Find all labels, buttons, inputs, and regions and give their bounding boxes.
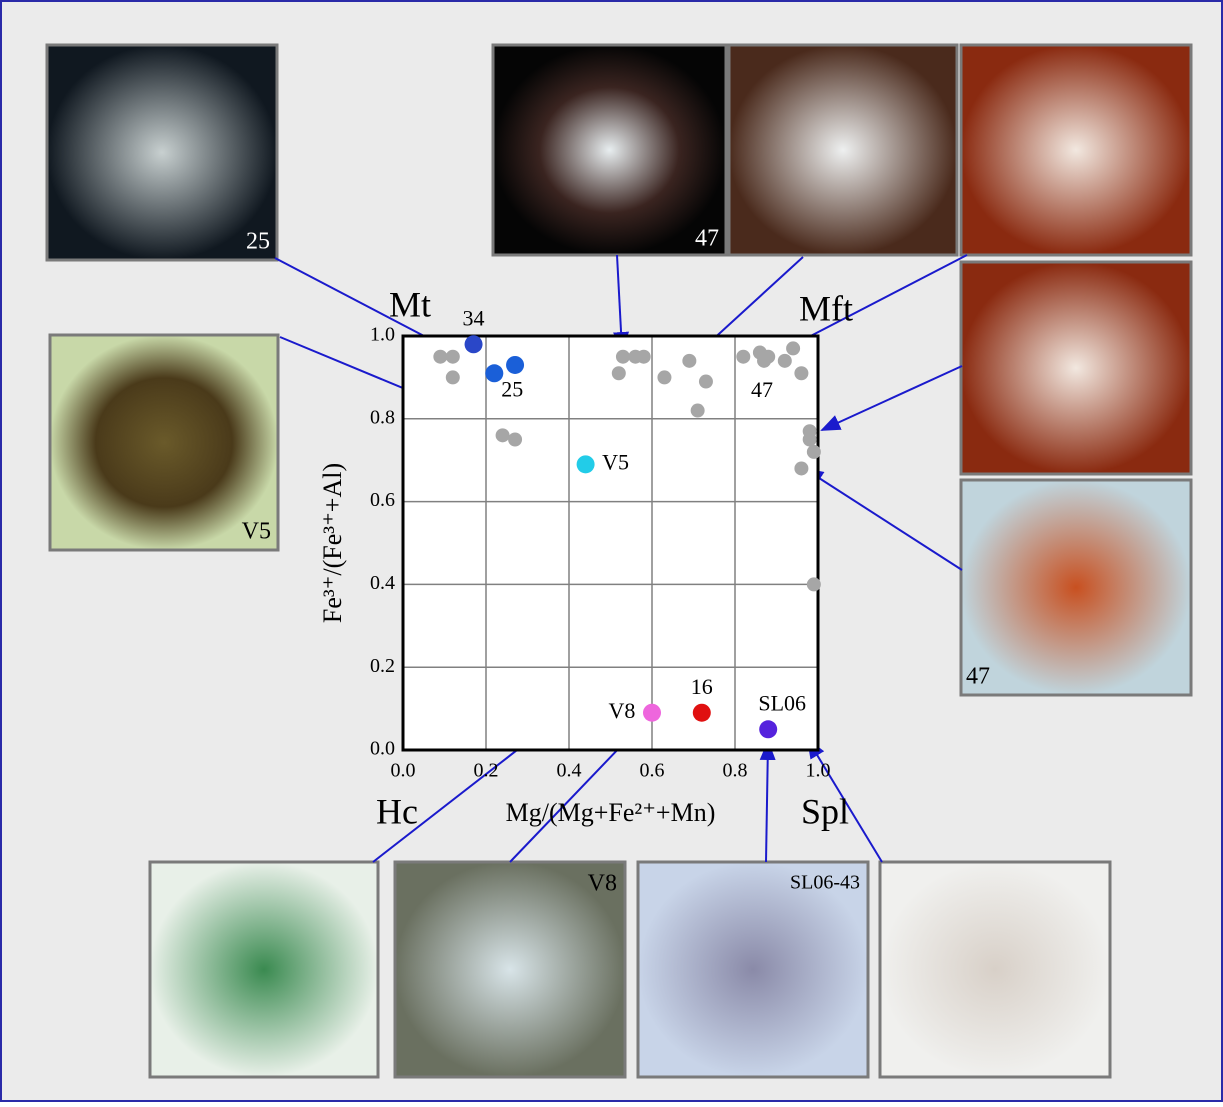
arrow — [803, 467, 963, 571]
y-tick-label: 0.0 — [370, 738, 395, 760]
corner-label: Mft — [799, 288, 853, 328]
arrow — [806, 738, 883, 863]
point — [736, 349, 751, 364]
corner-label: Spl — [801, 791, 849, 831]
photo-label: 47 — [695, 226, 719, 252]
arrow — [759, 740, 776, 863]
photo — [878, 860, 1112, 1079]
photo — [491, 43, 728, 257]
point — [433, 349, 448, 364]
corner-label: Hc — [376, 791, 418, 831]
photo — [727, 43, 959, 257]
point — [759, 720, 778, 739]
point — [643, 703, 661, 722]
arrow — [820, 365, 963, 431]
point — [508, 432, 523, 447]
photo — [48, 333, 280, 552]
point-label: SL06 — [758, 690, 806, 715]
photo — [393, 860, 627, 1079]
photo — [959, 43, 1193, 257]
point — [506, 355, 525, 374]
y-tick-label: 1.0 — [370, 324, 395, 346]
point-label: V5 — [602, 449, 629, 474]
point — [806, 577, 821, 592]
point — [786, 341, 801, 356]
photo-label: 25 — [246, 229, 270, 255]
x-tick-label: 0.2 — [474, 760, 499, 782]
plot: 0.0 0.2 0.4 0.6 0.8 1.0 0.0 0.2 0.4 0.6 0.8 1.0 Mg/(… — [318, 284, 853, 831]
photo — [959, 260, 1193, 476]
x-tick-label: 0.4 — [557, 760, 582, 782]
point — [692, 703, 711, 722]
corner-label: Mt — [389, 284, 431, 324]
point — [636, 349, 651, 364]
point — [445, 370, 460, 385]
photo-label: SL06-43 — [790, 872, 860, 894]
point — [657, 370, 672, 385]
y-tick-label: 0.4 — [370, 572, 395, 594]
point — [615, 349, 630, 364]
y-tick-label: 0.8 — [370, 406, 395, 428]
x-tick-label: 0.6 — [640, 760, 665, 782]
point — [806, 444, 821, 459]
point — [485, 364, 504, 383]
photo — [959, 478, 1193, 697]
y-axis-label: Fe³⁺/(Fe³⁺+Al) — [318, 463, 347, 623]
photo — [45, 43, 279, 262]
photo — [636, 860, 870, 1079]
point — [777, 353, 792, 368]
plot-frame — [401, 334, 820, 752]
point — [802, 432, 817, 447]
point — [794, 366, 809, 381]
photo — [148, 860, 380, 1079]
point — [794, 461, 809, 476]
point-label: 47 — [751, 377, 773, 402]
x-tick-label: 1.0 — [806, 760, 831, 782]
arrow — [613, 254, 630, 352]
x-tick-label: 0.0 — [391, 760, 416, 782]
point — [576, 455, 595, 474]
point — [761, 349, 776, 364]
point — [464, 335, 483, 354]
point — [690, 403, 705, 418]
y-tick-label: 0.6 — [370, 489, 395, 511]
y-tick-label: 0.2 — [370, 655, 395, 677]
photo-label: V5 — [242, 519, 271, 545]
point — [698, 374, 713, 389]
plot-area — [403, 336, 818, 750]
point — [611, 366, 626, 381]
photo-label: V8 — [588, 871, 617, 897]
point — [445, 349, 460, 364]
point-label: V8 — [609, 698, 636, 723]
x-axis-label: Mg/(Mg+Fe²⁺+Mn) — [506, 798, 716, 827]
point-label: 34 — [463, 305, 485, 330]
point — [495, 428, 510, 443]
point-label: 25 — [501, 376, 523, 401]
photo-label: 47 — [966, 664, 990, 690]
point — [682, 353, 697, 368]
photos: 25 47 V5 47 V8 SL06-43 — [45, 43, 1193, 1079]
point-label: 16 — [691, 674, 713, 699]
x-tick-label: 0.8 — [723, 760, 748, 782]
